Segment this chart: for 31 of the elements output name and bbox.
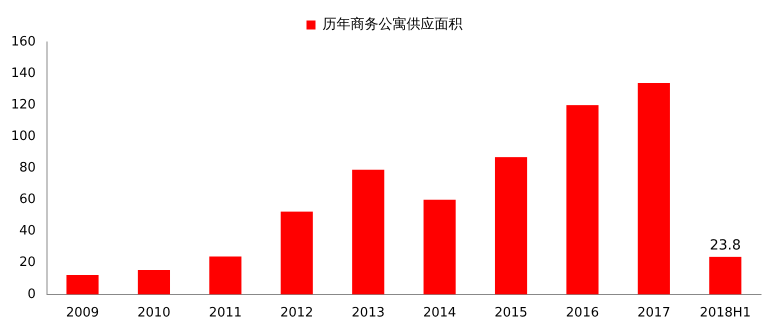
y-tick-label: 100	[10, 129, 36, 144]
bar	[424, 200, 456, 294]
x-tick-label: 2014	[423, 306, 456, 321]
x-tick-label: 2016	[566, 306, 599, 321]
y-tick-label: 120	[10, 97, 36, 112]
bar	[66, 274, 99, 294]
bar	[138, 270, 170, 294]
y-tick-label: 60	[19, 192, 36, 208]
x-tick-label: 2013	[352, 306, 385, 321]
x-tick-label: 2017	[637, 306, 670, 321]
x-tick-label: 2009	[66, 306, 100, 321]
y-tick-label: 40	[19, 224, 36, 239]
x-tick-label: 2018H1	[700, 306, 751, 321]
y-tick-label: 80	[19, 160, 36, 176]
x-tick-label: 2010	[137, 306, 170, 321]
bar	[709, 256, 742, 294]
y-tick-label: 0	[28, 286, 36, 302]
bar	[352, 170, 384, 294]
bar	[209, 256, 242, 294]
y-tick-label: 160	[10, 34, 36, 50]
x-tick-label: 2015	[494, 306, 528, 321]
y-tick-label: 140	[10, 66, 36, 81]
bar	[280, 212, 313, 294]
legend-label: 历年商务公寓供应面积	[322, 16, 462, 33]
x-tick-label: 2012	[280, 306, 314, 321]
y-tick-label: 20	[19, 255, 36, 270]
x-tick-label: 2011	[208, 306, 242, 321]
data-label: 23.8	[710, 237, 741, 254]
bar	[566, 105, 599, 294]
bar	[638, 83, 670, 294]
bar	[494, 157, 528, 294]
